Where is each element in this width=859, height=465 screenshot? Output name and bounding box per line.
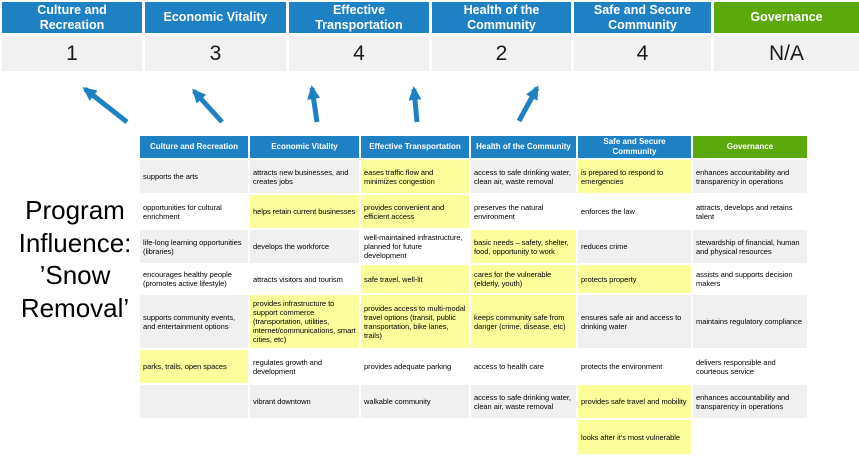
- matrix-cell-stewardship-of-financial-human-and-physi: stewardship of financial, human and phys…: [693, 230, 807, 263]
- matrix-cell-attracts-visitors-and-tourism: attracts visitors and tourism: [250, 265, 359, 293]
- matrix-cell-reduces-crime: reduces crime: [578, 230, 691, 263]
- matrix-cell-basic-needs-safety-shelter-food-opportun: basic needs – safety, shelter, food, opp…: [471, 230, 576, 263]
- matrix-cell-attracts-develops-and-retains-talent: attracts, develops and retains talent: [693, 195, 807, 228]
- summary-score-band: Culture and Recreation Economic Vitality E…: [2, 2, 859, 71]
- matrix-cell-empty: [140, 385, 248, 418]
- matrix-cell-regulates-growth-and-development: regulates growth and development: [250, 350, 359, 383]
- matrix-header-economic-vitality: Economic Vitality: [250, 136, 359, 158]
- matrix-cell-access-to-safe-drinking-water-clean-air-: access to safe drinking water, clean air…: [471, 385, 576, 418]
- matrix-cell-assists-and-supports-decision-makers: assists and supports decision makers: [693, 265, 807, 293]
- matrix-header-health-of-the-community: Health of the Community: [471, 136, 576, 158]
- matrix-cell-protects-property: protects property: [578, 265, 691, 293]
- influence-arrow-economic-vitality: [191, 88, 224, 124]
- score-value-economic-vitality: 3: [145, 36, 286, 71]
- matrix-cell-enforces-the-law: enforces the law: [578, 195, 691, 228]
- matrix-cell-provides-convenient-and-efficient-access: provides convenient and efficient access: [361, 195, 469, 228]
- matrix-cell-encourages-healthy-people-promotes-activ: encourages healthy people (promotes acti…: [140, 265, 248, 293]
- influence-arrow-culture-and-recreation: [82, 87, 129, 124]
- matrix-header-governance: Governance: [693, 136, 807, 158]
- matrix-cell-delivers-responsible-and-courteous-servi: delivers responsible and courteous servi…: [693, 350, 807, 383]
- matrix-cell-safe-travel-well-lit: safe travel, well-lit: [361, 265, 469, 293]
- matrix-cell-walkable-community: walkable community: [361, 385, 469, 418]
- matrix-cell-vibrant-downtown: vibrant downtown: [250, 385, 359, 418]
- matrix-cell-supports-community-events-and-entertainm: supports community events, and entertain…: [140, 295, 248, 348]
- influence-arrows: [82, 85, 540, 124]
- influence-arrow-health-of-the-community: [408, 86, 422, 123]
- matrix-cell-helps-retain-current-businesses: helps retain current businesses: [250, 195, 359, 228]
- matrix-cell-well-maintained-infrastructure-planned-f: well-maintained infrastructure, planned …: [361, 230, 469, 263]
- matrix-cell-empty: [361, 420, 469, 454]
- program-influence-title: Program Influence: ’Snow Removal’: [18, 195, 132, 323]
- matrix-cell-empty: [471, 420, 576, 454]
- matrix-cell-empty: [140, 420, 248, 454]
- matrix-header-culture-and-recreation: Culture and Recreation: [140, 136, 248, 158]
- matrix-cell-provides-infrastructure-to-support-comme: provides infrastructure to support comme…: [250, 295, 359, 348]
- matrix-cell-provides-adequate-parking: provides adequate parking: [361, 350, 469, 383]
- matrix-cell-is-prepared-to-respond-to-emergencies: is prepared to respond to emergencies: [578, 160, 691, 193]
- matrix-cell-empty: [693, 420, 807, 454]
- matrix-cell-opportunities-for-cultural-enrichment: opportunities for cultural enrichment: [140, 195, 248, 228]
- matrix-cell-supports-the-arts: supports the arts: [140, 160, 248, 193]
- score-value-safe-and-secure-community: 4: [574, 36, 711, 71]
- matrix-cell-protects-the-environment: protects the environment: [578, 350, 691, 383]
- matrix-header-effective-transportation: Effective Transportation: [361, 136, 469, 158]
- score-value-effective-transportation: 4: [289, 36, 429, 71]
- matrix-cell-access-to-safe-drinking-water-clean-air-: access to safe drinking water, clean air…: [471, 160, 576, 193]
- matrix-header-safe-and-secure-community: Safe and Secure Community: [578, 136, 691, 158]
- matrix-cell-maintains-regulatory-compliance: maintains regulatory compliance: [693, 295, 807, 348]
- summary-header-health-of-the-community: Health of the Community: [432, 2, 571, 33]
- matrix-cell-access-to-health-care: access to health care: [471, 350, 576, 383]
- influence-matrix: Culture and Recreation Economic Vitality E…: [140, 136, 807, 454]
- matrix-cell-ensures-safe-air-and-access-to-drinking-: ensures safe air and access to drinking …: [578, 295, 691, 348]
- score-value-governance: N/A: [714, 36, 859, 71]
- summary-header-effective-transportation: Effective Transportation: [289, 2, 429, 33]
- matrix-cell-parks-trails-open-spaces: parks, trails, open spaces: [140, 350, 248, 383]
- score-value-culture-and-recreation: 1: [2, 36, 142, 71]
- matrix-cell-empty: [250, 420, 359, 454]
- matrix-cell-develops-the-workforce: develops the workforce: [250, 230, 359, 263]
- matrix-cell-life-long-learning-opportunities-librari: life-long learning opportunities (librar…: [140, 230, 248, 263]
- matrix-cell-enhances-accountability-and-transparency: enhances accountability and transparency…: [693, 160, 807, 193]
- score-value-health-of-the-community: 2: [432, 36, 571, 71]
- matrix-cell-attracts-new-businesses-and-creates-jobs: attracts new businesses, and creates job…: [250, 160, 359, 193]
- summary-header-safe-and-secure-community: Safe and Secure Community: [574, 2, 711, 33]
- matrix-cell-provides-access-to-multi-modal-travel-op: provides access to multi-modal travel op…: [361, 295, 469, 348]
- matrix-cell-eases-traffic-flow-and-minimizes-congest: eases traffic flow and minimizes congest…: [361, 160, 469, 193]
- matrix-cell-keeps-community-safe-from-danger-crime-d: keeps community safe from danger (crime,…: [471, 295, 576, 348]
- matrix-cell-cares-for-the-vulnerable-elderly-youth: cares for the vulnerable (elderly, youth…: [471, 265, 576, 293]
- matrix-cell-provides-safe-travel-and-mobility: provides safe travel and mobility: [578, 385, 691, 418]
- matrix-cell-looks-after-it-s-most-vulnerable: looks after it's most vulnerable: [578, 420, 691, 454]
- influence-arrow-safe-and-secure-community: [516, 85, 540, 123]
- matrix-cell-preserves-the-natural-environment: preserves the natural environment: [471, 195, 576, 228]
- influence-arrow-effective-transportation: [307, 85, 321, 123]
- matrix-cell-enhances-accountability-and-transparency: enhances accountability and transparency…: [693, 385, 807, 418]
- summary-header-culture-and-recreation: Culture and Recreation: [2, 2, 142, 33]
- summary-header-governance: Governance: [714, 2, 859, 33]
- summary-header-economic-vitality: Economic Vitality: [145, 2, 286, 33]
